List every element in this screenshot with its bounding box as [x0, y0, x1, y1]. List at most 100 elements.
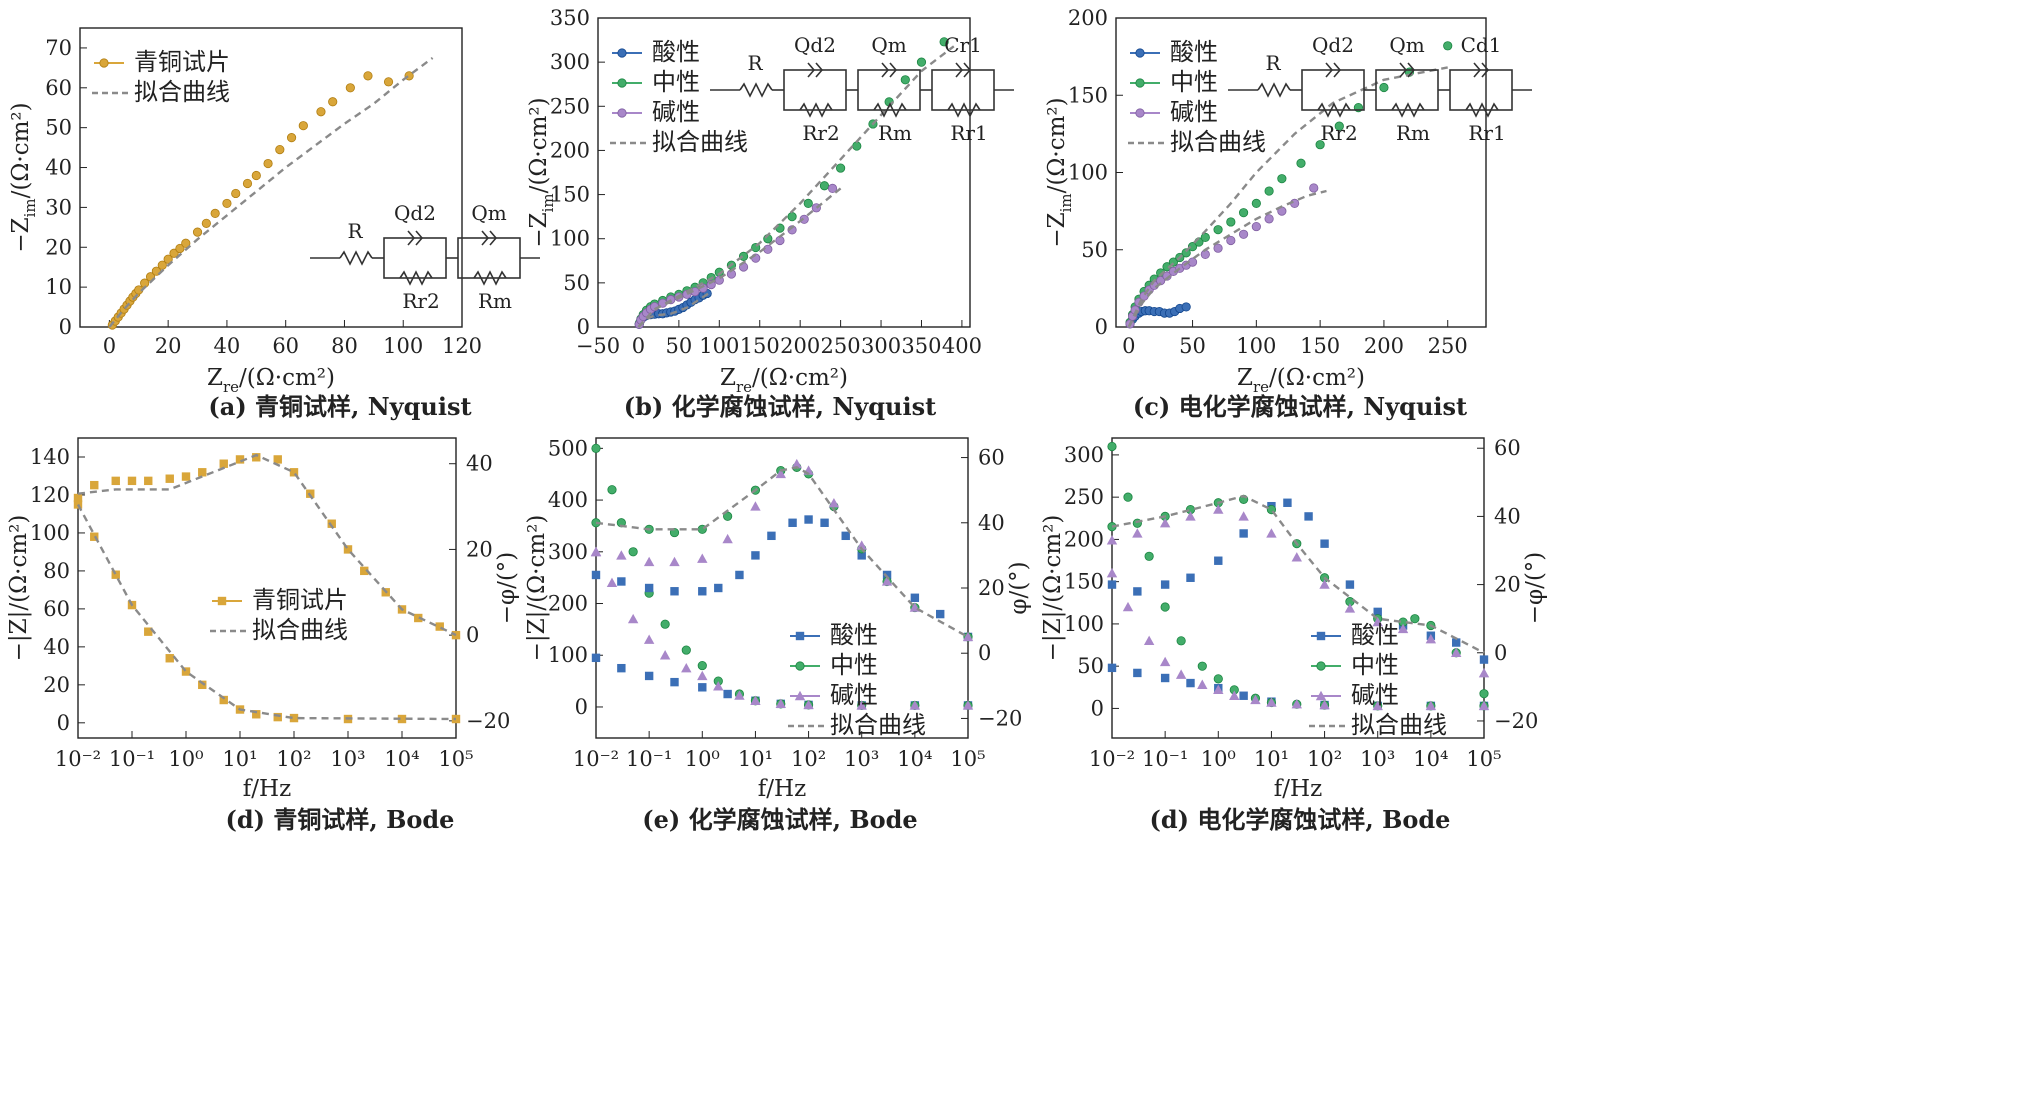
y-tick-label: 100	[30, 521, 70, 545]
y-axis-label: −Zim/(Ω·cm²)	[526, 97, 557, 247]
circuit-resistor	[399, 270, 433, 286]
y2-tick-label: −20	[466, 709, 510, 733]
data-point	[451, 630, 461, 640]
circuit-label-r: Rr2	[1320, 121, 1357, 145]
fit-line	[637, 187, 842, 328]
circuit-cpe	[807, 62, 824, 78]
y-axis-label: −|Z|/(Ω·cm²)	[6, 515, 32, 662]
x-tick-label: 10⁰	[685, 747, 720, 771]
fit-line	[595, 466, 969, 638]
data-point	[1319, 699, 1330, 710]
data-point	[681, 645, 691, 655]
x-tick-label: 10²	[276, 747, 311, 771]
data-point	[962, 700, 974, 710]
y-tick-label: 250	[1064, 485, 1104, 509]
panel-caption: (e) 化学腐蚀试样, Bode	[642, 805, 917, 834]
data-point	[659, 650, 671, 660]
x-tick-label: 40	[214, 334, 241, 358]
x-tick-label: 50	[1179, 334, 1206, 358]
data-point	[882, 570, 892, 580]
legend-marker	[794, 690, 806, 701]
x-tick-label: 10⁻²	[1089, 747, 1135, 771]
data-point	[1123, 492, 1133, 502]
series-中性	[1107, 441, 1489, 711]
data-point	[181, 667, 191, 676]
data-point	[1425, 700, 1437, 711]
data-point	[397, 714, 407, 724]
data-point	[1238, 229, 1249, 239]
data-point	[735, 570, 744, 580]
x-axis-label: Zre/(Ω·cm²)	[720, 365, 848, 396]
y2-tick-label: 0	[978, 641, 991, 665]
legend-label: 中性	[1170, 68, 1218, 96]
data-point	[1239, 529, 1248, 538]
data-point	[1425, 633, 1437, 644]
data-point	[1226, 235, 1236, 246]
data-point	[1107, 580, 1117, 589]
data-point	[1186, 678, 1195, 688]
y-tick-label: 40	[43, 635, 70, 659]
data-point	[1266, 528, 1277, 538]
circuit-label-r: Rm	[478, 289, 512, 313]
y-tick-label: 150	[1064, 570, 1104, 594]
data-point	[791, 458, 802, 469]
data-point	[591, 570, 601, 580]
y-tick-label: 120	[30, 483, 70, 507]
data-point	[734, 690, 745, 700]
y-tick-label: 350	[550, 6, 590, 30]
data-point	[1132, 528, 1143, 538]
data-point	[251, 170, 261, 181]
data-point	[803, 198, 813, 208]
legend-marker	[1316, 661, 1326, 671]
y2-tick-label: 0	[1494, 641, 1507, 665]
data-point	[1143, 635, 1155, 646]
data-point	[201, 218, 211, 228]
series-碱性	[1125, 183, 1319, 329]
x-axis-label: f/Hz	[758, 776, 806, 802]
data-point	[435, 622, 444, 631]
circuit-label-q: Cd1	[1461, 33, 1502, 57]
circuit-cpe	[881, 62, 898, 78]
panel-caption: (c) 电化学腐蚀试样, Nyquist	[1133, 392, 1467, 421]
x-tick-label: 100	[383, 334, 423, 358]
data-point	[343, 545, 353, 554]
circuit-label-r: Rr1	[950, 121, 987, 145]
data-point	[1226, 217, 1236, 227]
fit-line	[1127, 66, 1448, 328]
data-point	[451, 714, 461, 724]
y-tick-label: 30	[45, 195, 72, 219]
data-point	[1159, 518, 1171, 528]
data-point	[1107, 663, 1117, 673]
series-中性	[591, 443, 973, 711]
data-point	[175, 243, 185, 254]
circuit-parallel-block	[931, 69, 995, 111]
data-point	[298, 121, 308, 131]
x-tick-label: 100	[1236, 334, 1276, 358]
y-tick-label: 100	[550, 227, 590, 251]
chart-panel-f: 10⁻² 10⁻¹ 10⁰ 10¹ 10² 10³ 10⁴ 10⁵05010015020025…	[1040, 436, 1548, 802]
data-point	[939, 37, 949, 47]
data-point	[828, 498, 840, 508]
y-tick-label: 70	[45, 36, 72, 60]
data-point	[910, 593, 920, 602]
chart-panel-e: 10⁻² 10⁻¹ 10⁰ 10¹ 10² 10³ 10⁴ 10⁵01002003004005…	[524, 436, 1032, 802]
data-point	[363, 71, 373, 81]
data-point	[660, 619, 670, 629]
y2-axis-label: φ/(°)	[1006, 561, 1032, 614]
data-point	[345, 83, 355, 93]
data-point	[1213, 225, 1223, 235]
data-point	[1133, 668, 1142, 678]
circuit-parallel-block	[457, 237, 521, 279]
data-point	[820, 518, 829, 527]
circuit-label-q: Qm	[471, 201, 506, 225]
data-point	[273, 712, 282, 722]
x-tick-label: 10¹	[1254, 747, 1289, 771]
x-axis-label: f/Hz	[243, 776, 291, 802]
plot-frame	[79, 27, 463, 328]
y-tick-label: 50	[45, 116, 72, 140]
circuit-label-q: Qd2	[1312, 33, 1354, 57]
legend-marker	[1135, 78, 1145, 88]
x-tick-label: 10⁻¹	[626, 747, 672, 771]
circuit-resistor	[873, 102, 907, 118]
y2-tick-label: 40	[1494, 504, 1521, 528]
